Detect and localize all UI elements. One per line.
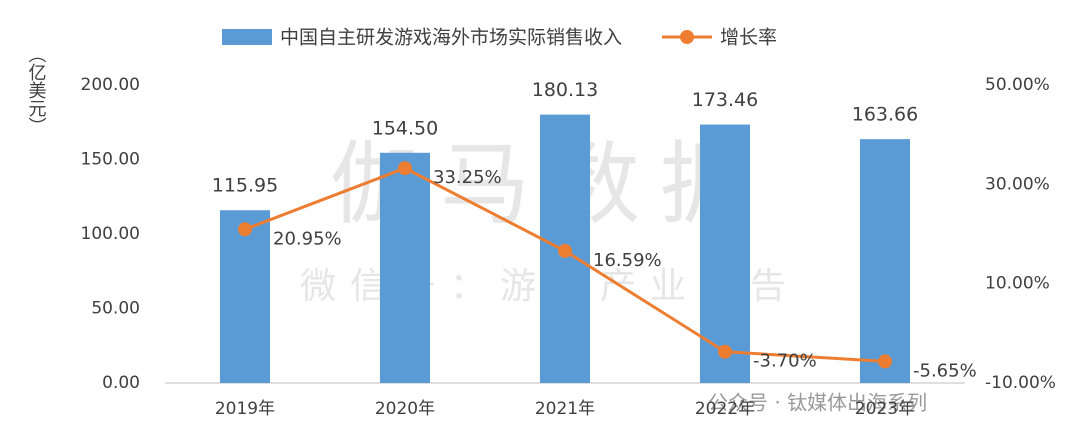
line-point [238, 222, 252, 237]
legend-swatch [222, 29, 272, 45]
x-tick-label: 2019年 [215, 399, 275, 419]
y-tick-label: 200.00 [81, 75, 140, 95]
line-point [878, 354, 892, 369]
line-value-label: 33.25% [433, 167, 502, 188]
x-tick-label: 2021年 [535, 399, 595, 419]
legend-label: 中国自主研发游戏海外市场实际销售收入 [280, 27, 622, 49]
y2-tick-label: -10.00% [985, 373, 1056, 393]
y2-tick-label: 30.00% [985, 174, 1050, 194]
line-point [398, 161, 412, 176]
bar-value-label: 115.95 [212, 175, 278, 197]
x-tick-label: 2023年 [855, 399, 915, 419]
line-value-label: -5.65% [913, 360, 977, 381]
bar-value-label: 180.13 [532, 79, 598, 101]
y-tick-label: 150.00 [81, 150, 140, 170]
line-value-label: 20.95% [273, 228, 342, 249]
legend-label: 增长率 [720, 27, 777, 49]
bar-value-label: 173.46 [692, 89, 758, 111]
y-axis-label: （亿美元） [26, 45, 47, 135]
bar-value-label: 154.50 [372, 117, 438, 139]
line-point [558, 243, 572, 258]
line-point [718, 344, 732, 359]
x-tick-label: 2022年 [695, 399, 755, 419]
bar-value-label: 163.66 [852, 104, 918, 126]
x-tick-label: 2020年 [375, 399, 435, 419]
y-tick-label: 50.00 [91, 299, 140, 319]
bar [220, 210, 270, 383]
bar [700, 124, 750, 383]
y-tick-label: 0.00 [102, 373, 140, 393]
y2-tick-label: 10.00% [985, 274, 1050, 294]
legend-swatch [680, 30, 695, 44]
y-tick-label: 100.00 [81, 224, 140, 244]
line-value-label: 16.59% [593, 250, 662, 271]
bar [380, 152, 430, 383]
y2-tick-label: 50.00% [985, 75, 1050, 95]
line-value-label: -3.70% [753, 351, 817, 372]
watermark: 公众号 · 钛媒体出海系列 [708, 391, 927, 415]
bar [860, 139, 910, 383]
